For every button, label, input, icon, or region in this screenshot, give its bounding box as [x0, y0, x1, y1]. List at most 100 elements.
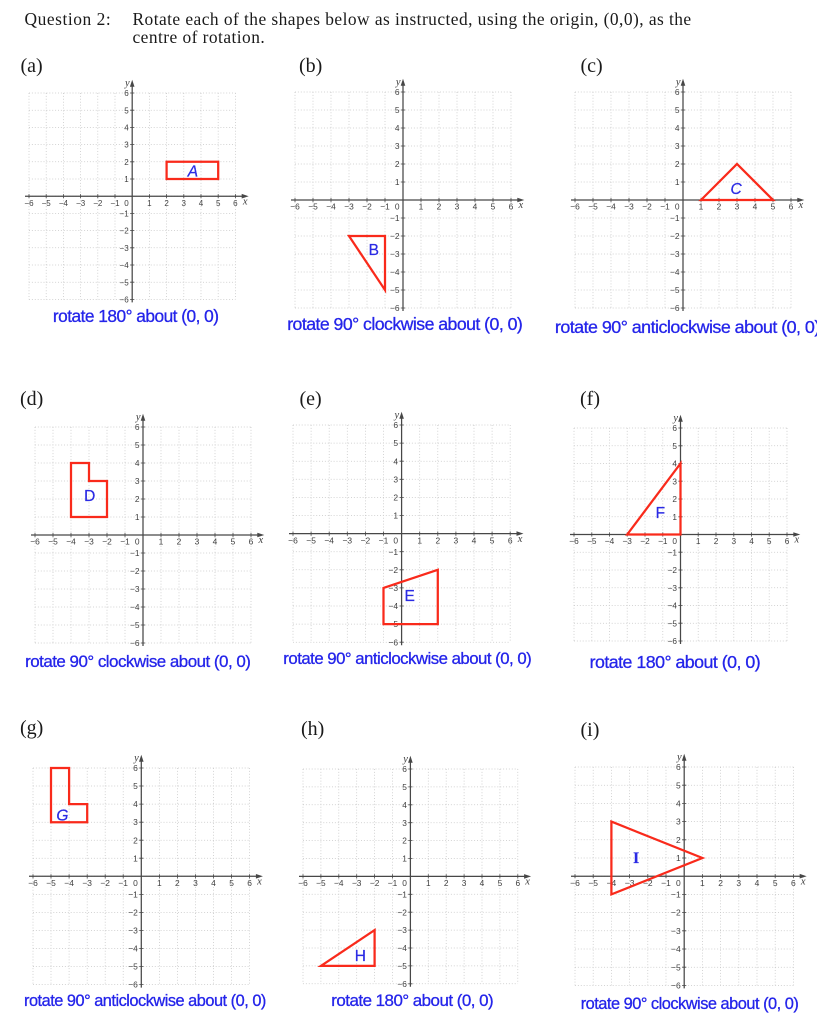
- svg-text:−4: −4: [671, 944, 681, 954]
- svg-text:5: 5: [490, 202, 495, 212]
- svg-text:−2: −2: [362, 202, 372, 212]
- svg-text:−2: −2: [100, 878, 110, 888]
- svg-text:−4: −4: [670, 267, 680, 277]
- svg-text:5: 5: [676, 780, 681, 790]
- svg-text:−4: −4: [130, 602, 140, 612]
- svg-text:−6: −6: [24, 199, 34, 208]
- svg-text:−2: −2: [397, 907, 407, 917]
- svg-text:y: y: [133, 753, 139, 764]
- svg-text:4: 4: [755, 878, 760, 888]
- svg-text:0: 0: [393, 536, 398, 546]
- svg-text:0: 0: [135, 536, 140, 546]
- svg-text:−1: −1: [671, 890, 681, 900]
- svg-text:y: y: [135, 412, 141, 423]
- svg-text:−6: −6: [130, 638, 140, 648]
- svg-text:I: I: [633, 850, 639, 867]
- svg-text:6: 6: [247, 878, 252, 888]
- svg-text:1: 1: [133, 853, 138, 863]
- svg-text:6: 6: [395, 87, 400, 97]
- svg-text:2: 2: [135, 494, 140, 504]
- svg-text:5: 5: [231, 536, 236, 546]
- svg-text:2: 2: [124, 158, 129, 167]
- svg-text:5: 5: [135, 440, 140, 450]
- svg-text:−2: −2: [369, 878, 379, 888]
- svg-text:−5: −5: [588, 878, 598, 888]
- svg-text:1: 1: [393, 511, 398, 521]
- svg-text:2: 2: [675, 159, 680, 169]
- svg-text:−6: −6: [569, 537, 579, 546]
- svg-text:6: 6: [124, 89, 129, 98]
- svg-text:3: 3: [124, 141, 129, 150]
- svg-text:3: 3: [461, 878, 466, 888]
- svg-text:−1: −1: [120, 536, 130, 546]
- svg-text:5: 5: [216, 199, 221, 208]
- svg-text:−4: −4: [668, 601, 678, 610]
- svg-text:−2: −2: [640, 537, 650, 546]
- svg-text:4: 4: [395, 123, 400, 133]
- svg-text:x: x: [256, 877, 262, 888]
- svg-text:6: 6: [508, 202, 513, 212]
- svg-text:−4: −4: [324, 536, 334, 546]
- svg-text:−3: −3: [670, 249, 680, 259]
- svg-text:3: 3: [135, 476, 140, 486]
- svg-text:−3: −3: [130, 584, 140, 594]
- svg-text:3: 3: [736, 878, 741, 888]
- svg-text:−5: −5: [130, 620, 140, 630]
- svg-text:−3: −3: [119, 244, 129, 253]
- svg-text:−1: −1: [660, 202, 670, 212]
- svg-text:3: 3: [673, 477, 678, 486]
- svg-text:−3: −3: [388, 583, 398, 593]
- svg-text:−6: −6: [668, 637, 678, 646]
- svg-text:3: 3: [402, 817, 407, 827]
- svg-text:−4: −4: [66, 536, 76, 546]
- svg-text:−1: −1: [110, 199, 120, 208]
- svg-text:−2: −2: [102, 536, 112, 546]
- svg-text:−4: −4: [64, 878, 74, 888]
- svg-text:−5: −5: [588, 202, 598, 212]
- svg-text:−4: −4: [605, 537, 615, 546]
- svg-text:4: 4: [213, 536, 218, 546]
- svg-text:6: 6: [508, 536, 513, 546]
- svg-text:x: x: [794, 534, 800, 545]
- svg-text:−2: −2: [93, 199, 103, 208]
- svg-text:−3: −3: [397, 925, 407, 935]
- svg-text:C: C: [730, 181, 742, 198]
- svg-text:3: 3: [395, 141, 400, 151]
- svg-text:−2: −2: [128, 908, 138, 918]
- svg-text:4: 4: [471, 536, 476, 546]
- svg-text:−5: −5: [308, 202, 318, 212]
- svg-text:6: 6: [673, 424, 678, 433]
- svg-text:y: y: [395, 77, 401, 88]
- svg-text:2: 2: [718, 878, 723, 888]
- svg-text:2: 2: [402, 835, 407, 845]
- svg-text:−5: −5: [671, 962, 681, 972]
- svg-text:−4: −4: [390, 267, 400, 277]
- svg-text:−3: −3: [671, 926, 681, 936]
- svg-text:6: 6: [233, 199, 238, 208]
- svg-text:1: 1: [417, 536, 422, 546]
- svg-text:−5: −5: [587, 537, 597, 546]
- svg-text:4: 4: [211, 878, 216, 888]
- svg-text:1: 1: [159, 536, 164, 546]
- svg-text:2: 2: [393, 493, 398, 503]
- svg-text:−2: −2: [388, 565, 398, 575]
- svg-text:3: 3: [133, 817, 138, 827]
- svg-text:−3: −3: [342, 536, 352, 546]
- svg-text:y: y: [393, 410, 399, 421]
- svg-text:B: B: [368, 242, 378, 259]
- svg-text:5: 5: [675, 105, 680, 115]
- svg-text:3: 3: [193, 878, 198, 888]
- svg-text:5: 5: [395, 105, 400, 115]
- svg-text:5: 5: [497, 878, 502, 888]
- svg-text:−1: −1: [128, 890, 138, 900]
- svg-text:6: 6: [133, 763, 138, 773]
- svg-text:3: 3: [675, 141, 680, 151]
- svg-text:x: x: [524, 876, 530, 887]
- svg-text:−6: −6: [670, 303, 680, 313]
- svg-text:4: 4: [673, 459, 678, 468]
- svg-text:5: 5: [767, 537, 772, 546]
- svg-text:5: 5: [673, 442, 678, 451]
- svg-text:5: 5: [133, 781, 138, 791]
- svg-text:6: 6: [249, 536, 254, 546]
- svg-text:6: 6: [393, 420, 398, 430]
